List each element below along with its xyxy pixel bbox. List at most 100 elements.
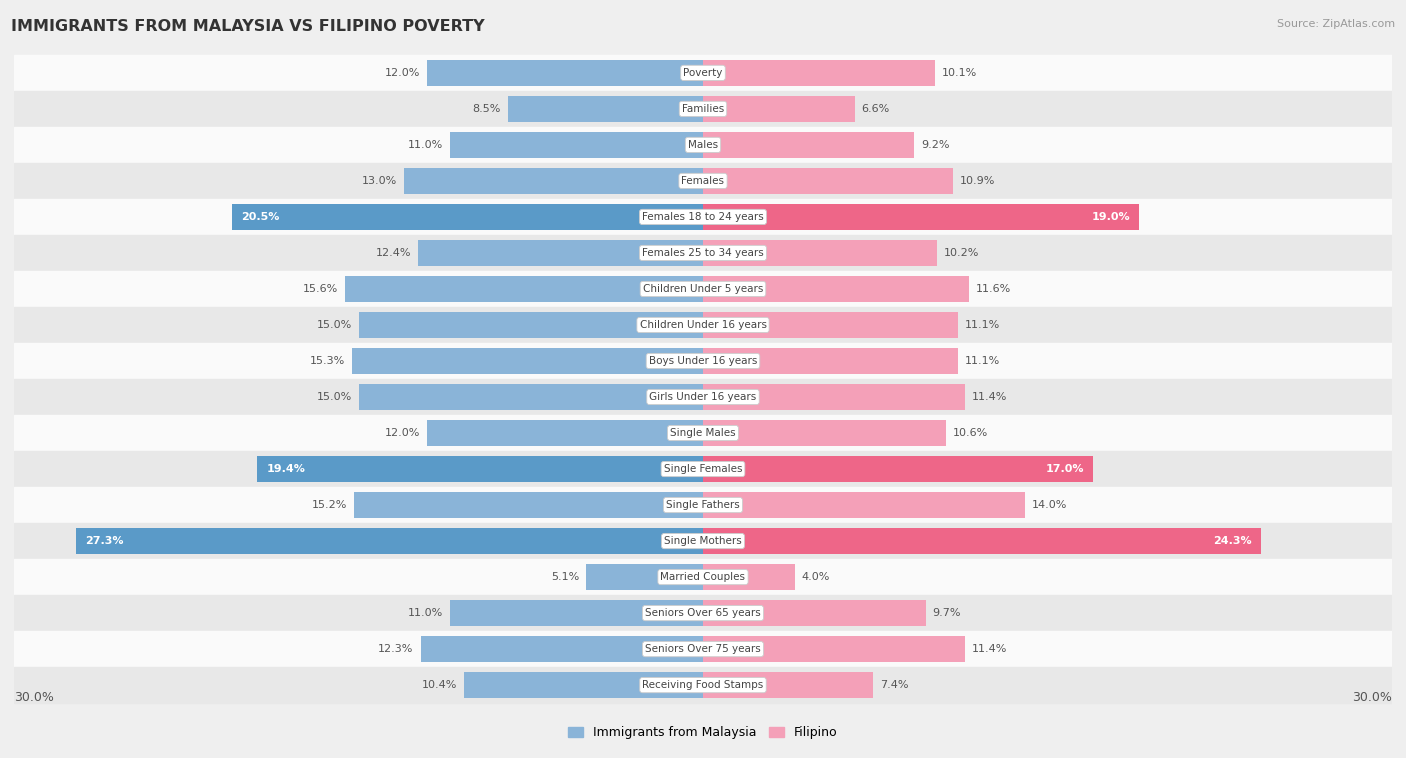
Bar bbox=[703, 672, 873, 698]
Text: Single Mothers: Single Mothers bbox=[664, 536, 742, 546]
Text: 12.0%: 12.0% bbox=[385, 68, 420, 78]
Text: Girls Under 16 years: Girls Under 16 years bbox=[650, 392, 756, 402]
Bar bbox=[359, 312, 703, 338]
Bar bbox=[14, 595, 1392, 631]
Text: 11.6%: 11.6% bbox=[976, 284, 1011, 294]
Bar bbox=[703, 528, 1261, 554]
Bar bbox=[418, 240, 703, 266]
Bar bbox=[703, 204, 1139, 230]
Text: 10.4%: 10.4% bbox=[422, 680, 457, 690]
Bar bbox=[232, 204, 703, 230]
Bar bbox=[14, 487, 1392, 523]
Text: 15.3%: 15.3% bbox=[309, 356, 344, 366]
Bar bbox=[344, 276, 703, 302]
Bar bbox=[703, 420, 946, 446]
Text: 30.0%: 30.0% bbox=[14, 691, 53, 704]
Text: 10.2%: 10.2% bbox=[945, 248, 980, 258]
Text: 11.0%: 11.0% bbox=[408, 608, 443, 618]
Bar bbox=[586, 564, 703, 590]
Text: 5.1%: 5.1% bbox=[551, 572, 579, 582]
Legend: Immigrants from Malaysia, Filipino: Immigrants from Malaysia, Filipino bbox=[564, 722, 842, 744]
Bar bbox=[703, 636, 965, 662]
Text: Single Males: Single Males bbox=[671, 428, 735, 438]
Bar bbox=[703, 384, 965, 410]
Bar bbox=[14, 55, 1392, 91]
Bar bbox=[14, 559, 1392, 595]
Bar bbox=[427, 420, 703, 446]
Bar bbox=[257, 456, 703, 482]
Text: Children Under 16 years: Children Under 16 years bbox=[640, 320, 766, 330]
Text: 14.0%: 14.0% bbox=[1032, 500, 1067, 510]
Text: 15.6%: 15.6% bbox=[302, 284, 337, 294]
Text: 4.0%: 4.0% bbox=[801, 572, 830, 582]
Bar bbox=[703, 168, 953, 194]
Bar bbox=[14, 199, 1392, 235]
Text: Seniors Over 75 years: Seniors Over 75 years bbox=[645, 644, 761, 654]
Bar bbox=[703, 96, 855, 122]
Text: 27.3%: 27.3% bbox=[86, 536, 124, 546]
Bar bbox=[420, 636, 703, 662]
Text: 11.1%: 11.1% bbox=[965, 356, 1000, 366]
Bar bbox=[703, 456, 1094, 482]
Text: Single Fathers: Single Fathers bbox=[666, 500, 740, 510]
Text: 11.1%: 11.1% bbox=[965, 320, 1000, 330]
Bar bbox=[450, 600, 703, 626]
Text: Females: Females bbox=[682, 176, 724, 186]
Text: Single Females: Single Females bbox=[664, 464, 742, 474]
Text: 9.7%: 9.7% bbox=[932, 608, 962, 618]
Bar bbox=[703, 132, 914, 158]
Bar bbox=[703, 60, 935, 86]
Text: Children Under 5 years: Children Under 5 years bbox=[643, 284, 763, 294]
Bar bbox=[508, 96, 703, 122]
Bar bbox=[703, 492, 1025, 518]
Bar bbox=[76, 528, 703, 554]
Text: 24.3%: 24.3% bbox=[1213, 536, 1251, 546]
Bar bbox=[450, 132, 703, 158]
Bar bbox=[14, 271, 1392, 307]
Bar bbox=[14, 343, 1392, 379]
Bar bbox=[14, 415, 1392, 451]
Text: 10.6%: 10.6% bbox=[953, 428, 988, 438]
Bar bbox=[359, 384, 703, 410]
Bar bbox=[14, 91, 1392, 127]
Bar bbox=[354, 492, 703, 518]
Text: 15.2%: 15.2% bbox=[312, 500, 347, 510]
Text: 12.0%: 12.0% bbox=[385, 428, 420, 438]
Text: 20.5%: 20.5% bbox=[242, 212, 280, 222]
Text: IMMIGRANTS FROM MALAYSIA VS FILIPINO POVERTY: IMMIGRANTS FROM MALAYSIA VS FILIPINO POV… bbox=[11, 19, 485, 34]
Bar bbox=[14, 631, 1392, 667]
Bar bbox=[14, 379, 1392, 415]
Bar bbox=[14, 523, 1392, 559]
Text: 17.0%: 17.0% bbox=[1046, 464, 1084, 474]
Text: Seniors Over 65 years: Seniors Over 65 years bbox=[645, 608, 761, 618]
Text: 8.5%: 8.5% bbox=[472, 104, 501, 114]
Text: Receiving Food Stamps: Receiving Food Stamps bbox=[643, 680, 763, 690]
Text: 15.0%: 15.0% bbox=[316, 320, 352, 330]
Text: 9.2%: 9.2% bbox=[921, 140, 949, 150]
Text: Females 25 to 34 years: Females 25 to 34 years bbox=[643, 248, 763, 258]
Bar bbox=[14, 307, 1392, 343]
Bar bbox=[703, 312, 957, 338]
Bar bbox=[703, 348, 957, 374]
Text: 6.6%: 6.6% bbox=[862, 104, 890, 114]
Bar bbox=[405, 168, 703, 194]
Text: 11.0%: 11.0% bbox=[408, 140, 443, 150]
Text: 19.0%: 19.0% bbox=[1091, 212, 1130, 222]
Bar bbox=[703, 240, 938, 266]
Bar bbox=[14, 667, 1392, 703]
Text: 12.3%: 12.3% bbox=[378, 644, 413, 654]
Bar bbox=[352, 348, 703, 374]
Bar bbox=[14, 235, 1392, 271]
Bar bbox=[14, 451, 1392, 487]
Text: 10.9%: 10.9% bbox=[960, 176, 995, 186]
Text: Boys Under 16 years: Boys Under 16 years bbox=[648, 356, 758, 366]
Bar bbox=[703, 564, 794, 590]
Text: 15.0%: 15.0% bbox=[316, 392, 352, 402]
Text: 11.4%: 11.4% bbox=[972, 392, 1007, 402]
Bar bbox=[464, 672, 703, 698]
Text: Source: ZipAtlas.com: Source: ZipAtlas.com bbox=[1277, 19, 1395, 29]
Bar bbox=[703, 600, 925, 626]
Text: 7.4%: 7.4% bbox=[880, 680, 908, 690]
Text: Families: Families bbox=[682, 104, 724, 114]
Text: 12.4%: 12.4% bbox=[375, 248, 412, 258]
